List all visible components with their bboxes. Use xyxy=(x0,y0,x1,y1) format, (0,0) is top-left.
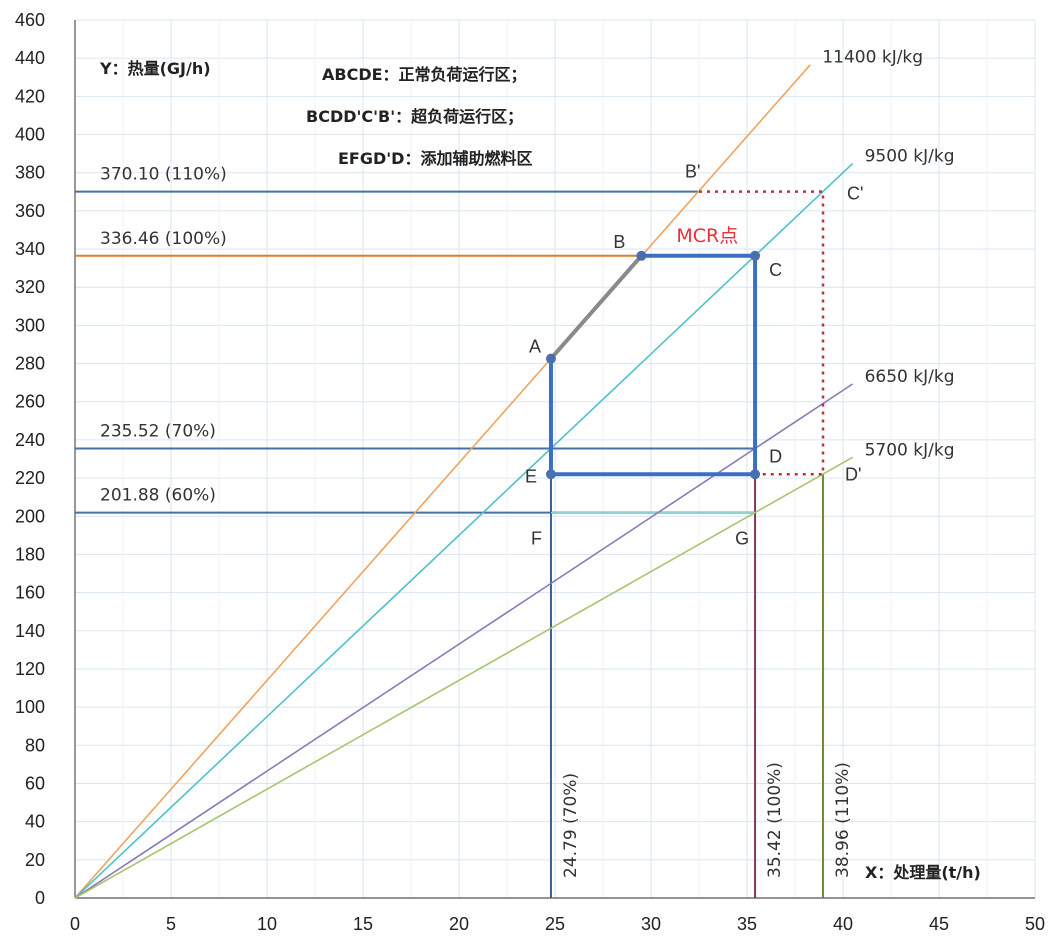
x-tick-label: 50 xyxy=(1025,914,1045,934)
y-tick-label: 60 xyxy=(25,773,45,793)
point-label: C' xyxy=(847,184,863,204)
x-tick-label: 35 xyxy=(737,914,757,934)
x-tick-label: 15 xyxy=(353,914,373,934)
series-line xyxy=(74,383,854,899)
x-tick-label: 10 xyxy=(257,914,277,934)
point-marker xyxy=(750,250,761,261)
y-tick-label: 220 xyxy=(15,468,45,488)
y-tick-label: 380 xyxy=(15,163,45,183)
y-tick-label: 260 xyxy=(15,392,45,412)
y-tick-label: 0 xyxy=(35,888,45,908)
chart-points: A B B' C C' D D' E F G MCR点 xyxy=(525,162,864,549)
point-marker xyxy=(545,353,556,364)
reference-line-label: 38.96 (110%) xyxy=(833,762,853,878)
y-tick-label: 320 xyxy=(15,277,45,297)
series-label: 5700 kJ/kg xyxy=(865,440,955,460)
y-tick-label: 440 xyxy=(15,48,45,68)
point-marker xyxy=(750,469,761,480)
chart-labels: Y：热量(GJ/h)X：处理量(t/h)ABCDE：正常负荷运行区；BCDD'C… xyxy=(99,59,981,882)
y-tick-label: 180 xyxy=(15,544,45,564)
normal-load-region xyxy=(548,253,758,477)
y-tick-label: 360 xyxy=(15,201,45,221)
point-label: E xyxy=(525,466,537,486)
point-label: G xyxy=(735,529,749,549)
point-label: D xyxy=(769,446,782,466)
reference-line-label: 201.88 (60%) xyxy=(100,486,216,506)
y-tick-label: 240 xyxy=(15,430,45,450)
point-marker xyxy=(545,469,556,480)
point-label: F xyxy=(531,529,542,549)
series-label: 11400 kJ/kg xyxy=(822,48,923,68)
y-tick-label: 420 xyxy=(15,86,45,106)
y-tick-label: 80 xyxy=(25,735,45,755)
overload-region-border xyxy=(699,190,825,476)
y-tick-label: 200 xyxy=(15,506,45,526)
reference-line-label: 370.10 (110%) xyxy=(100,165,227,185)
y-tick-label: 160 xyxy=(15,583,45,603)
y-axis-label: Y：热量(GJ/h) xyxy=(99,59,211,78)
series-label: 9500 kJ/kg xyxy=(865,147,955,167)
region-note: EFGD'D：添加辅助燃料区 xyxy=(338,149,532,168)
reference-lines: 370.10 (110%) 336.46 (100%) 235.52 (70%) 20… xyxy=(75,165,853,898)
point-label: D' xyxy=(845,464,861,484)
segment-ab xyxy=(549,254,643,360)
reference-line-label: 35.42 (100%) xyxy=(765,762,785,878)
mcr-annotation: MCR点 xyxy=(676,225,738,247)
reference-line-label: 336.46 (100%) xyxy=(100,229,227,249)
series-label: 6650 kJ/kg xyxy=(865,367,955,387)
y-tick-label: 100 xyxy=(15,697,45,717)
region-note: BCDD'C'B'：超负荷运行区； xyxy=(306,107,523,126)
series-line xyxy=(74,162,854,899)
point-label: C xyxy=(769,260,782,280)
x-tick-label: 45 xyxy=(929,914,949,934)
reference-line-label: 235.52 (70%) xyxy=(100,421,216,441)
reference-line-label: 24.79 (70%) xyxy=(561,773,581,878)
x-tick-label: 5 xyxy=(166,914,176,934)
series-line xyxy=(74,456,853,899)
x-tick-label: 30 xyxy=(641,914,661,934)
y-tick-label: 140 xyxy=(15,621,45,641)
point-label: A xyxy=(529,337,541,357)
x-tick-label: 25 xyxy=(545,914,565,934)
series-line xyxy=(74,64,811,899)
x-tick-label: 40 xyxy=(833,914,853,934)
x-tick-label: 20 xyxy=(449,914,469,934)
y-tick-label: 460 xyxy=(15,10,45,30)
x-tick-label: 0 xyxy=(70,914,80,934)
y-tick-label: 340 xyxy=(15,239,45,259)
chart-axes: 0204060801001201401601802002202402602803… xyxy=(15,10,1045,934)
x-axis-label: X：处理量(t/h) xyxy=(865,863,981,882)
series-lines: 11400 kJ/kg 9500 kJ/kg 6650 kJ/kg 5700 kJ/k… xyxy=(74,48,955,899)
point-label: B xyxy=(613,232,625,252)
y-tick-label: 120 xyxy=(15,659,45,679)
y-tick-label: 300 xyxy=(15,315,45,335)
y-tick-label: 400 xyxy=(15,125,45,145)
region-note: ABCDE：正常负荷运行区； xyxy=(322,65,527,84)
y-tick-label: 40 xyxy=(25,812,45,832)
y-tick-label: 20 xyxy=(25,850,45,870)
point-label: B' xyxy=(685,162,700,182)
y-tick-label: 280 xyxy=(15,354,45,374)
point-marker xyxy=(636,250,647,261)
